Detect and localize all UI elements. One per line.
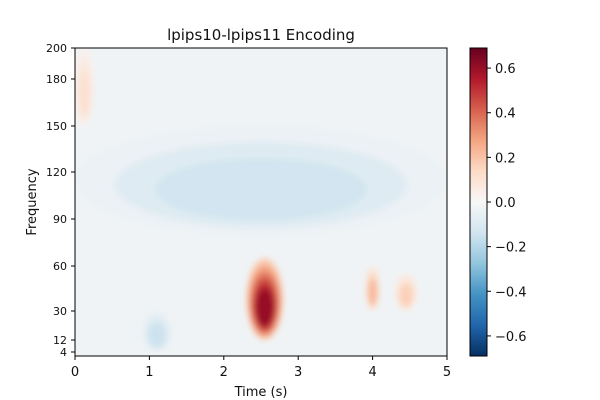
colorbar-ticks: −0.6 −0.4 −0.2 0.0 0.2 0.4 0.6: [487, 62, 527, 345]
colorbar-tick-label: −0.2: [495, 241, 527, 256]
colorbar-tick-label: −0.6: [495, 330, 527, 345]
x-tick-label: 3: [294, 365, 302, 380]
plot-frame: [74, 47, 448, 357]
colorbar-tick-label: −0.4: [495, 285, 527, 300]
y-tick-label: 180: [46, 73, 67, 86]
colorbar-tick-label: 0.6: [495, 62, 516, 77]
colorbar-tick-label: 0.2: [495, 151, 516, 166]
y-tick-label: 120: [46, 166, 67, 179]
y-tick-label: 12: [53, 334, 67, 347]
x-tick-label: 4: [368, 365, 376, 380]
heatmap-region-2-layer-2: [148, 323, 166, 347]
y-tick-label: 90: [53, 213, 67, 226]
y-tick-label: 200: [46, 42, 67, 55]
x-axis-ticks: 0 1 2 3 4 5: [71, 356, 451, 380]
x-tick-label: 5: [443, 365, 451, 380]
y-axis-ticks: 412 30 60 90 120 150 180 200: [46, 42, 75, 359]
colorbar-tick-label: 0.0: [495, 196, 516, 211]
heatmap-region-0-layer-2: [79, 71, 90, 116]
heatmap-image: [75, 48, 447, 356]
x-tick-label: 2: [220, 365, 228, 380]
heatmap-region-4-layer-2: [368, 279, 377, 305]
y-tick-label: 30: [53, 305, 67, 318]
heatmap-region-1-layer-2: [155, 158, 367, 221]
y-axis-label: Frequency: [25, 168, 40, 235]
y-tick-label: 150: [46, 120, 67, 133]
y-tick-label: 60: [53, 260, 67, 273]
x-axis-label: Time (s): [234, 385, 288, 400]
x-tick-label: 1: [145, 365, 153, 380]
y-tick-label: 4: [60, 346, 67, 359]
chart-title: lpips10-lpips11 Encoding: [167, 26, 355, 44]
heatmap-region-5-layer-5: [256, 288, 274, 327]
colorbar: [470, 48, 487, 356]
heatmap-region-3-layer-2: [399, 284, 413, 306]
x-tick-label: 0: [71, 365, 79, 380]
colorbar-tick-label: 0.4: [495, 107, 516, 122]
